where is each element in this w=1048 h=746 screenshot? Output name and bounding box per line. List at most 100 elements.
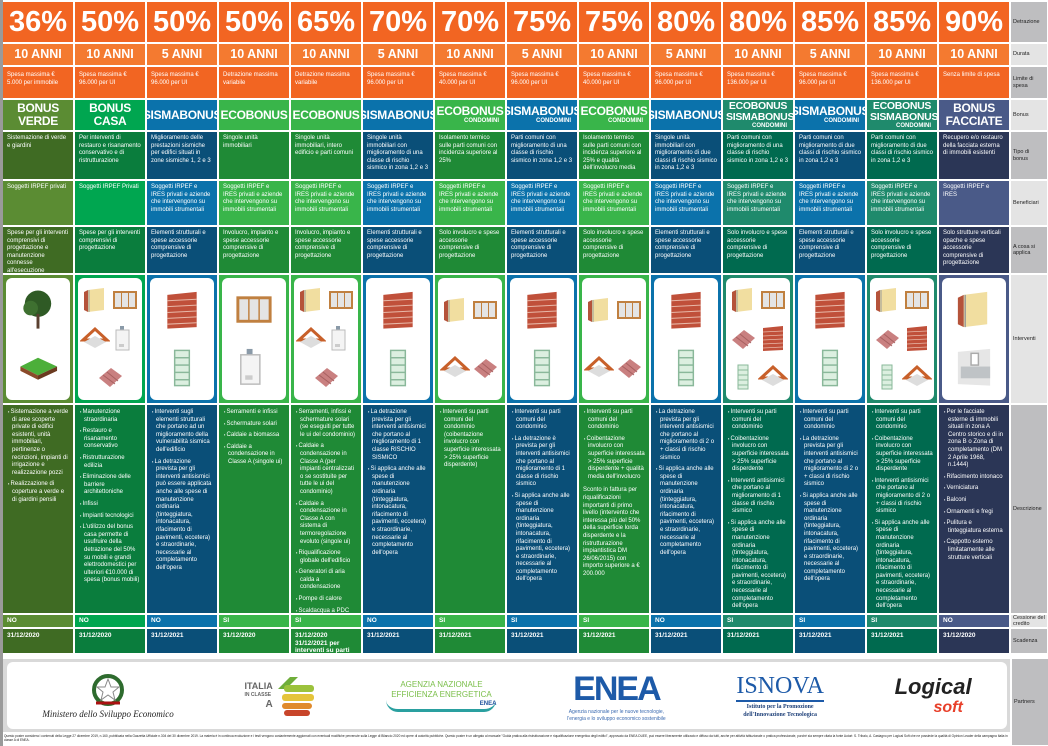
cell-dur: 10 ANNI — [939, 44, 1009, 65]
cell-cosa: Elementi strutturali e spese accessorie … — [363, 227, 433, 273]
cell-desc: Interventi su parti comuni del condomini… — [795, 405, 865, 613]
description-item: Coibentazione involucro con superficie i… — [871, 435, 933, 474]
partners-footer: Ministero dello Sviluppo Economico ITALI… — [3, 659, 1010, 732]
window-icon — [329, 291, 353, 309]
cell-cosa: Elementi strutturali e spese accessorie … — [651, 227, 721, 273]
bonus-name: BONUS FACCIATE — [945, 101, 1003, 128]
description-item: Cappotto esterno limitatamente alle stru… — [943, 538, 1005, 562]
description-item: Caldaie a condensazione in Classe A (per… — [295, 442, 357, 496]
cell-ces: NO — [147, 615, 217, 627]
description-item: Si applica anche alle spese di manutenzi… — [367, 465, 429, 557]
cell-img — [291, 275, 361, 403]
row-label: Detrazione — [1011, 2, 1047, 42]
cell-img — [795, 275, 865, 403]
rebar-icon — [737, 364, 749, 390]
interventi-images — [78, 278, 142, 400]
cell-cosa: Elementi strutturali e spese accessorie … — [795, 227, 865, 273]
tiles-icon — [618, 358, 641, 378]
row-label: Limite di spesa — [1011, 67, 1047, 98]
roof-icon — [584, 355, 614, 377]
cell-desc: Interventi su parti comuni del condomini… — [867, 405, 937, 613]
description-item: Realizzazione di coperture a verde e di … — [7, 480, 69, 504]
cell-desc: Interventi su parti comuni del condomini… — [723, 405, 793, 613]
agenzia-line1: AGENZIA NAZIONALE — [400, 679, 483, 689]
tiles-icon — [315, 368, 338, 387]
description-item: Serramenti, infissi e schermature solari… — [295, 408, 357, 439]
tiles-icon — [876, 330, 899, 349]
cell-ces: SI — [723, 615, 793, 627]
in-classe-text: IN CLASSE — [244, 692, 272, 698]
isnova-sub2: dell'Innovazione Tecnologica — [743, 712, 818, 718]
cell-sca: 31/12/2021 — [723, 629, 793, 653]
bonus-name: SISMABONUS — [795, 104, 865, 119]
row-label: Durata — [1011, 44, 1047, 65]
cell-ces: NO — [3, 615, 73, 627]
description-item: Schermature solari — [223, 420, 285, 429]
cell-benef: Soggetti IRPEF e IRES privati e aziende … — [867, 181, 937, 225]
insulation-icon — [876, 288, 896, 312]
interventi-images — [726, 278, 790, 400]
cell-benef: Soggetti IRPEF Privati — [75, 181, 145, 225]
cell-bon: SISMABONUS — [147, 100, 217, 130]
brick-icon — [762, 326, 784, 351]
logical-soft-logo: Logical soft — [895, 674, 972, 717]
description-item: Pulitura e tinteggiatura esterna — [943, 519, 1005, 535]
description-item: Infissi — [79, 500, 141, 509]
description-item: Manutenzione straordinaria — [79, 408, 141, 424]
cell-ces: NO — [651, 615, 721, 627]
cell-tipo: Isolamento termico sulle parti comuni co… — [579, 132, 649, 179]
cell-dur: 10 ANNI — [867, 44, 937, 65]
cell-tipo: Parti comuni con miglioramento di due cl… — [867, 132, 937, 179]
cell-cosa: Involucro, impianto e spese accessorie c… — [219, 227, 289, 273]
cell-img — [723, 275, 793, 403]
cell-benef: Soggetti IRPEF privati — [3, 181, 73, 225]
cell-benef: Soggetti IRPEF e IRES privati e aziende … — [579, 181, 649, 225]
window-icon — [113, 291, 137, 309]
cell-img — [3, 275, 73, 403]
interventi-images — [654, 278, 718, 400]
cell-dur: 10 ANNI — [723, 44, 793, 65]
cell-bon: ECOBONUS SISMABONUS CONDOMINI — [723, 100, 793, 130]
cell-sca: 31/12/2020 — [75, 629, 145, 653]
cell-pct: 85% — [867, 2, 937, 42]
insulation-icon — [588, 297, 608, 322]
description-list: La detrazione prevista per gli intervent… — [655, 408, 717, 557]
interventi-images — [366, 278, 430, 400]
row-label: Cessione del credito — [1011, 615, 1047, 627]
cell-lim: Spesa massima € 96.000 per UI — [507, 67, 577, 98]
cell-bon: ECOBONUS — [291, 100, 361, 130]
soft-text: soft — [933, 698, 963, 716]
cell-sca: 31/12/2021 — [579, 629, 649, 653]
cell-tipo: Sistemazione di verde e giardini — [3, 132, 73, 179]
description-list: Interventi su parti comuni del condomini… — [511, 408, 573, 584]
tiles-icon — [99, 368, 122, 387]
cell-img — [435, 275, 505, 403]
description-list: Interventi su parti comuni del condomini… — [799, 408, 861, 584]
cell-dur: 5 ANNI — [363, 44, 433, 65]
cell-tipo: Per interventi di restauro e risanamento… — [75, 132, 145, 179]
cell-benef: Soggetti IRPEF e IRES privati e aziende … — [795, 181, 865, 225]
insulation-icon — [957, 291, 988, 327]
bonus-subtitle: CONDOMINI — [824, 118, 859, 125]
insulation-icon — [732, 288, 752, 312]
roof-icon — [80, 326, 110, 348]
cell-cosa: Solo involucro e spese accessorie compre… — [435, 227, 505, 273]
description-item: Interventi sugli elementi strutturali ch… — [151, 408, 213, 455]
enea-logo: ENEA Agenzia nazionale per le nuove tecn… — [567, 669, 666, 723]
cell-desc: La detrazione prevista per gli intervent… — [363, 405, 433, 613]
boiler-icon — [115, 326, 130, 351]
enea-sub1: Agenzia nazionale per le nuove tecnologi… — [568, 708, 665, 715]
cell-lim: Spesa massima € 96.000 per UI — [651, 67, 721, 98]
cell-img — [867, 275, 937, 403]
description-item: Interventi antisismici che portano al mi… — [727, 477, 789, 516]
cell-img — [219, 275, 289, 403]
mise-logo: Ministero dello Sviluppo Economico — [42, 673, 174, 719]
italia-text: ITALIA — [244, 681, 273, 691]
cell-lim: Spesa massima € 96.000 per UI — [795, 67, 865, 98]
cell-cosa: Spese per gli interventi comprensivi di … — [3, 227, 73, 273]
cell-lim: Spesa massima € 96.000 per UI — [363, 67, 433, 98]
cell-sca: 31/12/2021 — [867, 629, 937, 653]
cell-pct: 80% — [651, 2, 721, 42]
